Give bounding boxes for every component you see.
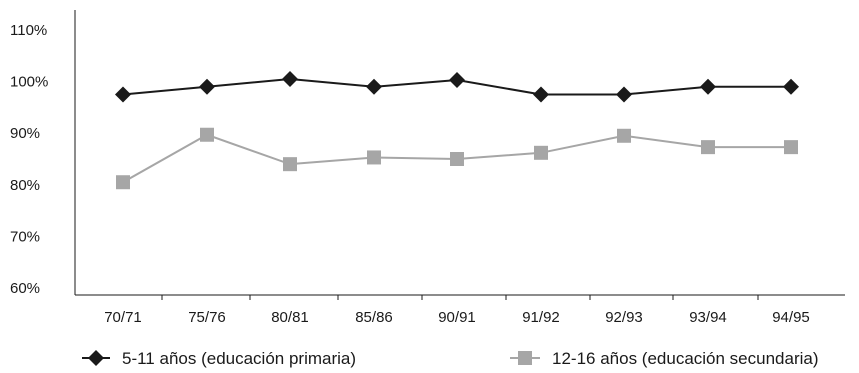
- x-tick-label: 70/71: [104, 309, 142, 326]
- data-point-square: [116, 175, 130, 190]
- data-point-square: [534, 145, 548, 160]
- data-point-diamond: [282, 71, 298, 88]
- legend-label-2: 12-16 años (educación secundaria): [552, 349, 819, 368]
- data-point-diamond: [616, 86, 632, 103]
- legend-label-1: 5-11 años (educación primaria): [122, 349, 356, 368]
- data-point-diamond: [366, 78, 382, 95]
- y-tick-label: 100%: [10, 74, 48, 91]
- data-point-square: [283, 157, 297, 172]
- x-tick-label: 94/95: [772, 309, 810, 326]
- y-tick-label: 110%: [10, 22, 47, 39]
- y-tick-label: 80%: [10, 177, 40, 194]
- data-point-square: [450, 152, 464, 166]
- y-tick-label: 90%: [10, 125, 40, 142]
- y-tick-label: 70%: [10, 228, 40, 245]
- data-point-square: [367, 150, 381, 165]
- legend-diamond-icon: [88, 350, 104, 366]
- legend-square-icon: [518, 351, 532, 365]
- data-point-square: [701, 140, 715, 155]
- x-tick-label: 85/86: [355, 309, 393, 326]
- y-tick-label: 60%: [10, 280, 40, 297]
- data-point-diamond: [533, 86, 549, 103]
- x-tick-label: 92/93: [605, 309, 643, 326]
- data-point-square: [200, 127, 214, 142]
- x-tick-label: 93/94: [689, 309, 727, 326]
- x-tick-label: 91/92: [522, 309, 560, 326]
- x-tick-label: 75/76: [188, 309, 226, 326]
- data-point-diamond: [449, 72, 465, 89]
- x-tick-label: 90/91: [438, 309, 476, 326]
- data-point-diamond: [115, 86, 131, 103]
- data-point-square: [784, 140, 798, 155]
- data-point-diamond: [199, 78, 215, 95]
- data-point-diamond: [700, 78, 716, 95]
- series-layer: [115, 71, 799, 190]
- legend: 5-11 años (educación primaria) 12-16 años…: [82, 349, 819, 368]
- axes: 60% 70% 80% 90% 100% 110% 70/71 75/76 80/81 85/86…: [10, 10, 845, 326]
- x-tick-label: 80/81: [271, 309, 309, 326]
- data-point-square: [617, 128, 631, 143]
- data-point-diamond: [783, 78, 799, 95]
